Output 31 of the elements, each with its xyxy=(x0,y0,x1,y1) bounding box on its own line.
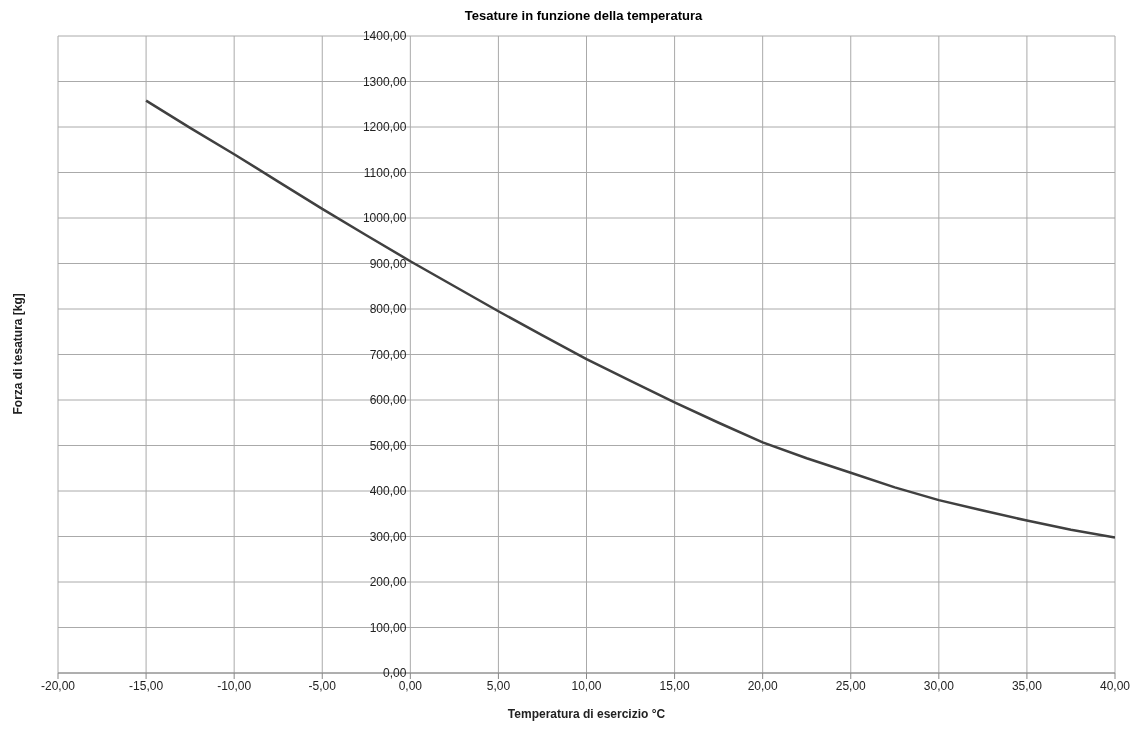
x-tick-label: 15,00 xyxy=(659,678,690,693)
chart-title: Tesature in funzione della temperatura xyxy=(463,8,704,25)
x-tick-label: -20,00 xyxy=(40,678,76,693)
y-tick-label: 0,00 xyxy=(382,666,407,680)
x-tick-label: 25,00 xyxy=(835,678,867,693)
y-tick-label: 100,00 xyxy=(369,620,407,635)
y-tick-label: 700,00 xyxy=(369,347,407,362)
x-tick-label: 10,00 xyxy=(571,678,602,693)
x-tick-label: 35,00 xyxy=(1011,678,1043,693)
y-axis-title: Forza di tesatura [kg] xyxy=(11,293,26,415)
x-tick-label: -5,00 xyxy=(308,678,337,693)
x-tick-label: 20,00 xyxy=(747,678,779,693)
y-tick-label: 200,00 xyxy=(369,575,407,589)
y-tick-label: 1400,00 xyxy=(362,29,407,43)
y-tick-label: 800,00 xyxy=(369,302,407,316)
x-tick-label: 5,00 xyxy=(486,678,511,693)
y-tick-label: 1000,00 xyxy=(362,211,407,225)
y-tick-label: 400,00 xyxy=(369,484,407,498)
x-tick-label: 0,00 xyxy=(398,678,423,693)
x-tick-label: -10,00 xyxy=(217,678,252,693)
x-tick-label: -15,00 xyxy=(129,678,164,693)
y-tick-label: 1200,00 xyxy=(362,120,407,134)
x-axis-title: Temperatura di esercizio °C xyxy=(507,707,666,721)
x-tick-label: 40,00 xyxy=(1099,678,1131,693)
x-tick-label: 30,00 xyxy=(923,678,955,693)
y-tick-label: 1300,00 xyxy=(362,74,407,89)
y-tick-label: 1100,00 xyxy=(363,165,407,180)
y-tick-label: 600,00 xyxy=(369,393,407,407)
y-tick-label: 300,00 xyxy=(369,529,407,544)
y-tick-label: 900,00 xyxy=(369,256,407,271)
y-tick-label: 500,00 xyxy=(369,438,407,453)
